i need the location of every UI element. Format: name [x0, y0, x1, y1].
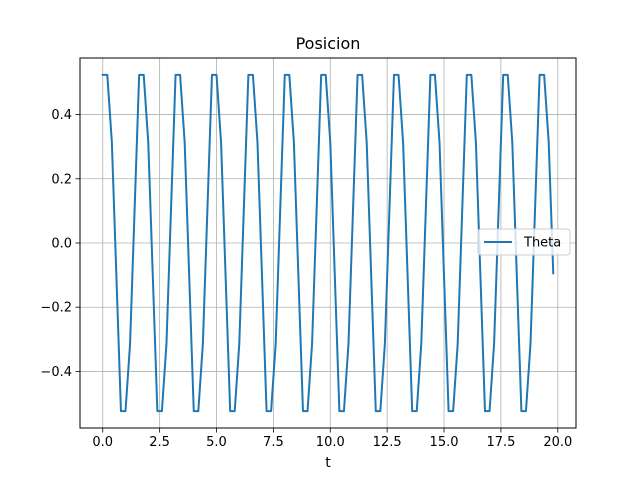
y-tick-label: 0.0 — [51, 237, 72, 252]
legend-box — [477, 228, 571, 256]
y-tick-label: 0.4 — [51, 108, 72, 123]
x-tick-label: 2.5 — [149, 435, 170, 450]
y-tick-label: 0.2 — [51, 172, 72, 187]
x-tick-label: 5.0 — [206, 435, 227, 450]
series-layer — [101, 73, 555, 413]
x-tick-label: 12.5 — [373, 435, 402, 450]
x-tick-label: 0.0 — [92, 435, 113, 450]
y-tick-label: −0.4 — [40, 365, 72, 380]
x-tick-label: 17.5 — [486, 435, 515, 450]
y-axis-ticks: −0.4 −0.2 0.0 0.2 0.4 — [40, 108, 80, 380]
x-tick-label: 20.0 — [543, 435, 572, 450]
legend-label-theta: Theta — [523, 236, 561, 251]
x-tick-label: 10.0 — [316, 435, 345, 450]
x-tick-label: 15.0 — [430, 435, 459, 450]
chart-title: Posicion — [296, 34, 361, 53]
x-axis-label: t — [325, 455, 331, 471]
x-tick-label: 7.5 — [263, 435, 284, 450]
x-axis-ticks: 0.0 2.5 5.0 7.5 10.0 12.5 15.0 17.5 20.0 — [92, 428, 572, 450]
series-line-theta — [101, 73, 555, 413]
y-tick-label: −0.2 — [40, 301, 72, 316]
legend: Theta — [477, 228, 571, 256]
